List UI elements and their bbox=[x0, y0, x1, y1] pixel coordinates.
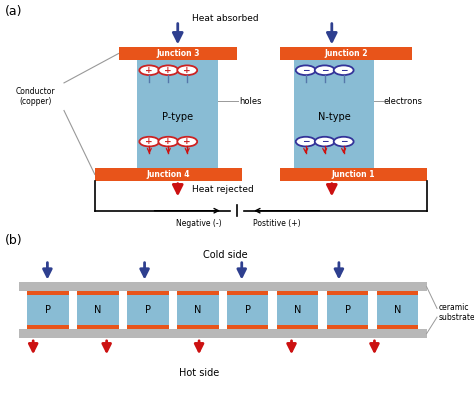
Bar bbox=[127, 291, 169, 329]
Bar bbox=[227, 291, 268, 295]
Text: −: − bbox=[302, 66, 310, 75]
Bar bbox=[327, 326, 368, 329]
Text: Postitive (+): Postitive (+) bbox=[254, 219, 301, 228]
Circle shape bbox=[139, 137, 159, 147]
Text: N-type: N-type bbox=[318, 112, 351, 122]
Text: Junction 3: Junction 3 bbox=[156, 49, 200, 58]
Text: Negative (-): Negative (-) bbox=[176, 219, 222, 228]
Text: +: + bbox=[146, 66, 153, 75]
Text: −: − bbox=[321, 137, 328, 146]
Text: P: P bbox=[345, 305, 350, 315]
Text: ceramic
substrate: ceramic substrate bbox=[438, 303, 474, 322]
Circle shape bbox=[158, 137, 178, 147]
Bar bbox=[280, 47, 412, 60]
Bar bbox=[77, 326, 118, 329]
Text: Heat rejected: Heat rejected bbox=[192, 185, 254, 194]
Text: −: − bbox=[340, 66, 347, 75]
Text: −: − bbox=[321, 66, 328, 75]
Circle shape bbox=[158, 65, 178, 75]
Text: N: N bbox=[294, 305, 301, 315]
Circle shape bbox=[315, 65, 335, 75]
Text: Junction 4: Junction 4 bbox=[146, 170, 190, 179]
Bar bbox=[27, 291, 69, 329]
Bar bbox=[280, 168, 427, 181]
Text: (b): (b) bbox=[5, 234, 22, 247]
Bar bbox=[118, 47, 237, 60]
Text: Junction 2: Junction 2 bbox=[324, 49, 368, 58]
Bar bbox=[277, 291, 319, 329]
Circle shape bbox=[296, 65, 316, 75]
Bar bbox=[95, 168, 242, 181]
Bar bbox=[27, 291, 69, 295]
Bar bbox=[177, 291, 219, 295]
Text: Cold side: Cold side bbox=[203, 250, 247, 260]
Text: +: + bbox=[164, 137, 172, 146]
Text: (a): (a) bbox=[5, 4, 22, 18]
Bar bbox=[227, 326, 268, 329]
Bar bbox=[19, 282, 427, 291]
Bar bbox=[377, 291, 418, 295]
Circle shape bbox=[139, 65, 159, 75]
Text: +: + bbox=[183, 137, 191, 146]
Circle shape bbox=[334, 65, 354, 75]
Text: P-type: P-type bbox=[162, 112, 193, 122]
Bar bbox=[277, 326, 319, 329]
Bar bbox=[137, 53, 218, 173]
Text: holes: holes bbox=[239, 97, 262, 106]
Circle shape bbox=[177, 137, 197, 147]
Text: Conductor
(copper): Conductor (copper) bbox=[16, 87, 55, 106]
Circle shape bbox=[296, 137, 316, 147]
Bar bbox=[377, 326, 418, 329]
Text: electrons: electrons bbox=[384, 97, 423, 106]
Text: P: P bbox=[245, 305, 251, 315]
Bar bbox=[294, 53, 374, 173]
Bar bbox=[177, 326, 219, 329]
Bar bbox=[127, 291, 169, 295]
Bar bbox=[127, 326, 169, 329]
Bar bbox=[377, 291, 418, 329]
Bar bbox=[277, 291, 319, 295]
Text: Hot side: Hot side bbox=[179, 368, 219, 378]
Text: N: N bbox=[394, 305, 401, 315]
Circle shape bbox=[334, 137, 354, 147]
Bar bbox=[227, 291, 268, 329]
Circle shape bbox=[315, 137, 335, 147]
Text: Heat absorbed: Heat absorbed bbox=[192, 14, 259, 23]
Bar bbox=[77, 291, 118, 295]
Text: Junction 1: Junction 1 bbox=[331, 170, 375, 179]
Bar bbox=[327, 291, 368, 329]
Bar bbox=[19, 329, 427, 338]
Text: P: P bbox=[145, 305, 151, 315]
Bar bbox=[327, 291, 368, 295]
Text: −: − bbox=[302, 137, 310, 146]
Text: +: + bbox=[183, 66, 191, 75]
Bar bbox=[77, 291, 118, 329]
Text: −: − bbox=[340, 137, 347, 146]
Text: N: N bbox=[194, 305, 201, 315]
Text: P: P bbox=[45, 305, 51, 315]
Circle shape bbox=[177, 65, 197, 75]
Text: +: + bbox=[146, 137, 153, 146]
Text: +: + bbox=[164, 66, 172, 75]
Text: N: N bbox=[94, 305, 102, 315]
Bar bbox=[177, 291, 219, 329]
Bar bbox=[27, 326, 69, 329]
